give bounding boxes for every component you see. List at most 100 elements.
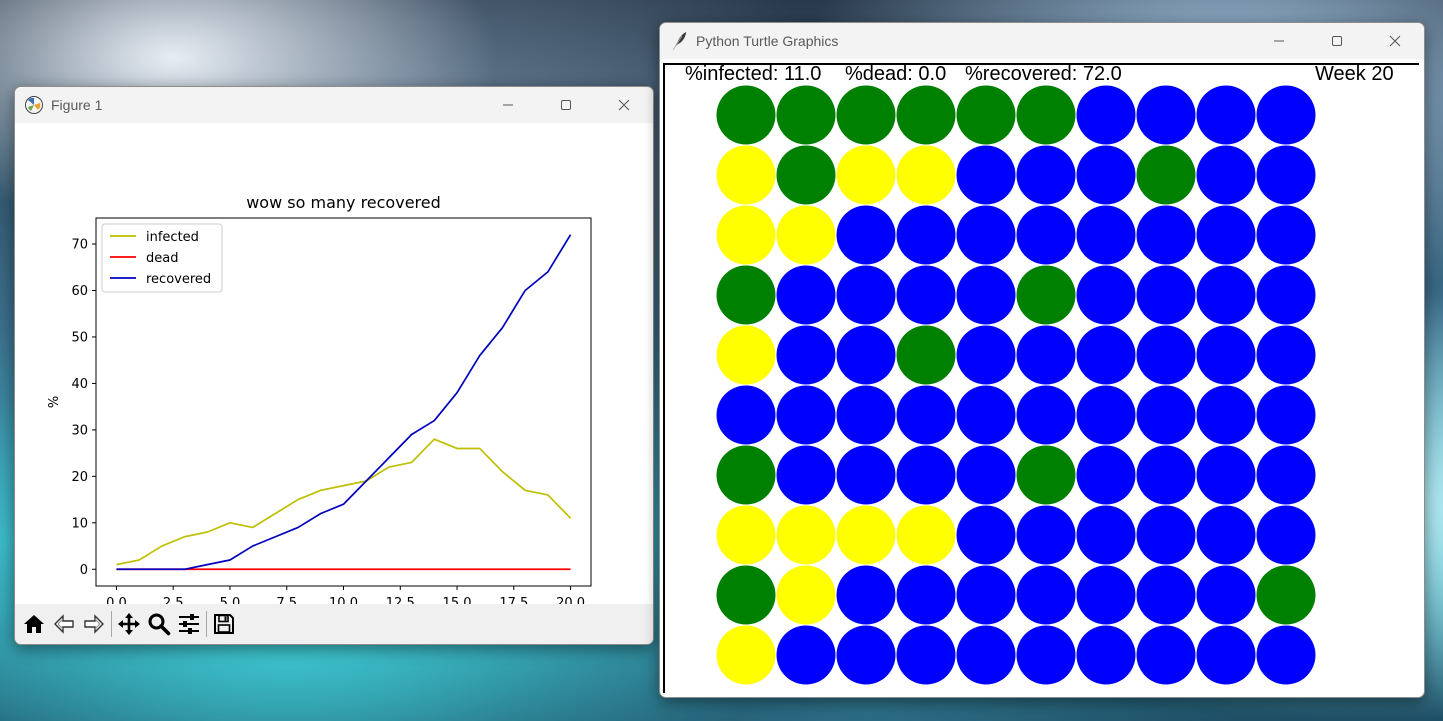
close-button[interactable] bbox=[595, 87, 653, 123]
x-tick-label: 2.5 bbox=[163, 596, 184, 604]
person-circle-healthy bbox=[1256, 205, 1316, 265]
person-circle-healthy bbox=[1256, 505, 1316, 565]
toolbar-separator bbox=[206, 611, 207, 637]
home-button[interactable] bbox=[19, 609, 49, 639]
save-button[interactable] bbox=[209, 609, 239, 639]
pan-button[interactable] bbox=[114, 609, 144, 639]
person-circle-healthy bbox=[1256, 265, 1316, 325]
forward-button[interactable] bbox=[79, 609, 109, 639]
y-tick-label: 10 bbox=[71, 516, 88, 531]
person-circle-healthy bbox=[1256, 445, 1316, 505]
back-button[interactable] bbox=[49, 609, 79, 639]
legend-frame bbox=[101, 223, 223, 293]
person-circle-healthy bbox=[1076, 445, 1136, 505]
person-circle-healthy bbox=[1136, 565, 1196, 625]
configure-subplots-icon bbox=[179, 614, 199, 634]
person-circle-healthy bbox=[1076, 625, 1136, 685]
person-circle-recovered bbox=[716, 565, 776, 625]
week-counter: Week 20 bbox=[1315, 63, 1394, 85]
figure-canvas[interactable]: 0.0 2.5 5.0 7.5 10.0 12.5 15.0 17.5 20.0 0 10 20 30 4… bbox=[15, 123, 653, 630]
person-circle-healthy bbox=[836, 445, 896, 505]
person-circle-healthy bbox=[956, 445, 1016, 505]
matplotlib-icon bbox=[23, 94, 45, 116]
person-circle-healthy bbox=[776, 265, 836, 325]
minimize-button[interactable] bbox=[1250, 23, 1308, 59]
person-circle-recovered bbox=[1016, 85, 1076, 145]
person-circle-healthy bbox=[956, 505, 1016, 565]
turtle-titlebar[interactable]: Python Turtle Graphics bbox=[660, 23, 1424, 59]
person-circle-healthy bbox=[1256, 85, 1316, 145]
person-circle-healthy bbox=[956, 625, 1016, 685]
zoom-button[interactable] bbox=[144, 609, 174, 639]
maximize-icon bbox=[1332, 36, 1342, 46]
maximize-button[interactable] bbox=[1308, 23, 1366, 59]
person-circle-infected bbox=[776, 505, 836, 565]
person-circle-healthy bbox=[956, 265, 1016, 325]
back-icon bbox=[54, 614, 74, 634]
minimize-button[interactable] bbox=[479, 87, 537, 123]
person-circle-infected bbox=[776, 205, 836, 265]
person-circle-infected bbox=[716, 205, 776, 265]
legend-label-recovered: recovered bbox=[146, 272, 211, 287]
person-circle-healthy bbox=[836, 205, 896, 265]
y-tick-label: 70 bbox=[71, 238, 88, 253]
maximize-button[interactable] bbox=[537, 87, 595, 123]
dead-stat: %dead: 0.0 bbox=[845, 63, 947, 85]
maximize-icon bbox=[561, 100, 571, 110]
person-circle-recovered bbox=[1136, 145, 1196, 205]
person-circle-healthy bbox=[1196, 325, 1256, 385]
x-tick-label: 7.5 bbox=[276, 596, 297, 604]
series-line-infected bbox=[116, 438, 572, 566]
x-tick-label: 15.0 bbox=[443, 596, 472, 604]
pan-icon bbox=[118, 613, 140, 635]
close-button[interactable] bbox=[1366, 23, 1424, 59]
y-tick-label: 0 bbox=[80, 563, 88, 578]
person-circle-healthy bbox=[1016, 565, 1076, 625]
person-circle-healthy bbox=[1016, 625, 1076, 685]
person-circle-recovered bbox=[716, 265, 776, 325]
person-circle-infected bbox=[896, 145, 956, 205]
person-circle-healthy bbox=[1076, 325, 1136, 385]
close-icon bbox=[1389, 35, 1401, 47]
person-circle-healthy bbox=[956, 385, 1016, 445]
person-circle-recovered bbox=[1016, 445, 1076, 505]
person-circle-healthy bbox=[1136, 325, 1196, 385]
person-circle-recovered bbox=[776, 85, 836, 145]
person-circle-healthy bbox=[1256, 385, 1316, 445]
person-circle-healthy bbox=[1196, 625, 1256, 685]
person-circle-healthy bbox=[836, 325, 896, 385]
person-circle-recovered bbox=[896, 325, 956, 385]
minimize-icon bbox=[503, 104, 513, 106]
feather-icon bbox=[668, 30, 690, 52]
toolbar-separator bbox=[111, 611, 112, 637]
person-circle-healthy bbox=[1196, 565, 1256, 625]
person-circle-healthy bbox=[1256, 145, 1316, 205]
turtle-canvas[interactable]: %infected: 11.0 %dead: 0.0 %recovered: 7… bbox=[663, 63, 1419, 693]
person-circle-healthy bbox=[776, 325, 836, 385]
person-circle-healthy bbox=[896, 445, 956, 505]
y-tick-label: 30 bbox=[71, 423, 88, 438]
x-tick-label: 5.0 bbox=[220, 596, 241, 604]
person-circle-healthy bbox=[836, 385, 896, 445]
person-circle-infected bbox=[716, 325, 776, 385]
line-chart[interactable]: 0.0 2.5 5.0 7.5 10.0 12.5 15.0 17.5 20.0 0 10 20 30 4… bbox=[15, 123, 653, 630]
person-circle-healthy bbox=[1076, 265, 1136, 325]
configure-subplots-button[interactable] bbox=[174, 609, 204, 639]
y-tick-label: 60 bbox=[71, 284, 88, 299]
person-circle-infected bbox=[836, 505, 896, 565]
person-circle-healthy bbox=[956, 325, 1016, 385]
home-icon bbox=[24, 615, 44, 633]
person-circle-healthy bbox=[1196, 385, 1256, 445]
figure-window: Figure 1 0.0 2.5 5.0 7.5 10.0 12.5 15.0 17.5 20.… bbox=[14, 86, 654, 645]
person-circle-healthy bbox=[1256, 325, 1316, 385]
x-tick-label: 0.0 bbox=[106, 596, 127, 604]
series-line-recovered bbox=[116, 234, 572, 571]
person-circle-healthy bbox=[836, 265, 896, 325]
close-icon bbox=[618, 99, 630, 111]
person-circle-recovered bbox=[956, 85, 1016, 145]
person-circle-healthy bbox=[776, 625, 836, 685]
person-circle-infected bbox=[716, 625, 776, 685]
person-circle-healthy bbox=[1076, 505, 1136, 565]
person-circle-healthy bbox=[1136, 205, 1196, 265]
figure-titlebar[interactable]: Figure 1 bbox=[15, 87, 653, 123]
